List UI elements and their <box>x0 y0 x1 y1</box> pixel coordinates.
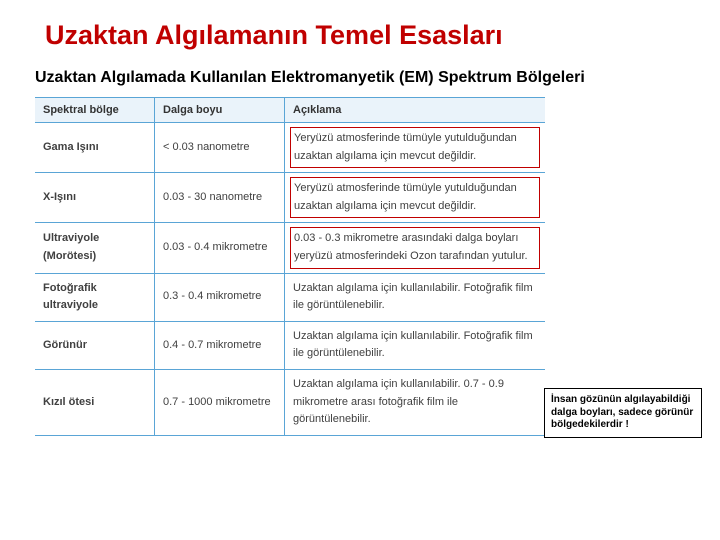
cell-description: 0.03 - 0.3 mikrometre arasındaki dalga b… <box>285 223 545 273</box>
table-body: Gama Işını < 0.03 nanometre Yeryüzü atmo… <box>35 123 545 435</box>
cell-description: Uzaktan algılama için kullanılabilir. Fo… <box>285 274 545 322</box>
cell-region: Fotoğrafik ultraviyole <box>35 274 155 322</box>
cell-wavelength: 0.03 - 0.4 mikrometre <box>155 223 285 273</box>
table-row: Ultraviyole (Morötesi) 0.03 - 0.4 mikrom… <box>35 223 545 273</box>
cell-region: Gama Işını <box>35 123 155 173</box>
cell-region: Ultraviyole (Morötesi) <box>35 223 155 273</box>
header-spectral-region: Spektral bölge <box>35 98 155 123</box>
header-description: Açıklama <box>285 98 545 123</box>
cell-description: Yeryüzü atmosferinde tümüyle yutulduğund… <box>285 123 545 173</box>
cell-wavelength: 0.4 - 0.7 mikrometre <box>155 322 285 370</box>
description-text: Uzaktan algılama için kullanılabilir. Fo… <box>293 280 537 315</box>
cell-region: X-Işını <box>35 173 155 223</box>
cell-wavelength: 0.3 - 0.4 mikrometre <box>155 274 285 322</box>
cell-wavelength: 0.7 - 1000 mikrometre <box>155 370 285 435</box>
description-text: 0.03 - 0.3 mikrometre arasındaki dalga b… <box>290 227 540 268</box>
cell-description: Uzaktan algılama için kullanılabilir. Fo… <box>285 322 545 370</box>
description-text: Uzaktan algılama için kullanılabilir. Fo… <box>293 328 537 363</box>
description-text: Uzaktan algılama için kullanılabilir. 0.… <box>293 376 537 429</box>
table-row: Fotoğrafik ultraviyole 0.3 - 0.4 mikrome… <box>35 274 545 322</box>
header-wavelength: Dalga boyu <box>155 98 285 123</box>
annotation-callout: İnsan gözünün algılayabildiği dalga boyl… <box>544 388 702 438</box>
table-header-row: Spektral bölge Dalga boyu Açıklama <box>35 98 545 123</box>
table-row: Görünür 0.4 - 0.7 mikrometre Uzaktan alg… <box>35 322 545 370</box>
cell-wavelength: < 0.03 nanometre <box>155 123 285 173</box>
em-spectrum-table: Spektral bölge Dalga boyu Açıklama Gama … <box>35 97 545 436</box>
cell-region: Görünür <box>35 322 155 370</box>
description-text: Yeryüzü atmosferinde tümüyle yutulduğund… <box>290 127 540 168</box>
cell-description: Yeryüzü atmosferinde tümüyle yutulduğund… <box>285 173 545 223</box>
cell-region: Kızıl ötesi <box>35 370 155 435</box>
table-row: Kızıl ötesi 0.7 - 1000 mikrometre Uzakta… <box>35 370 545 435</box>
table-row: Gama Işını < 0.03 nanometre Yeryüzü atmo… <box>35 123 545 173</box>
cell-description: Uzaktan algılama için kullanılabilir. 0.… <box>285 370 545 435</box>
page-title: Uzaktan Algılamanın Temel Esasları <box>45 20 685 51</box>
section-subtitle: Uzaktan Algılamada Kullanılan Elektroman… <box>35 69 685 87</box>
cell-wavelength: 0.03 - 30 nanometre <box>155 173 285 223</box>
table-row: X-Işını 0.03 - 30 nanometre Yeryüzü atmo… <box>35 173 545 223</box>
description-text: Yeryüzü atmosferinde tümüyle yutulduğund… <box>290 177 540 218</box>
